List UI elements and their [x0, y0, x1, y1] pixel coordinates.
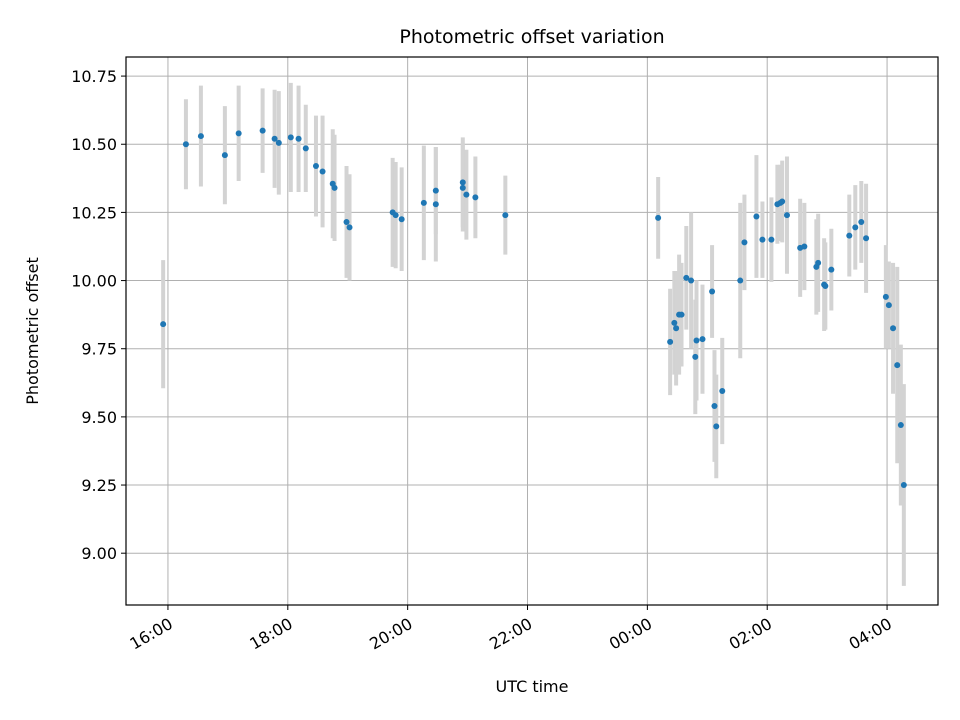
y-tick-label: 9.25	[81, 476, 117, 495]
data-point	[295, 135, 302, 142]
data-point	[472, 194, 479, 201]
data-point	[885, 302, 892, 309]
data-point	[753, 213, 760, 220]
data-point	[160, 321, 167, 328]
data-point	[688, 277, 695, 284]
data-point	[275, 139, 282, 146]
data-point	[459, 179, 466, 186]
plot-frame	[125, 56, 939, 606]
y-tick-label: 10.50	[71, 135, 117, 154]
data-point	[858, 218, 865, 225]
data-point	[719, 387, 726, 394]
data-point	[463, 191, 470, 198]
data-point	[235, 130, 242, 137]
y-axis-ticks: 9.00 9.25 9.50 9.75 10.00 10.25 10.50 10.75	[71, 67, 126, 563]
y-axis-label: Photometric offset	[23, 257, 42, 405]
data-point	[801, 243, 808, 250]
data-point	[768, 236, 775, 243]
data-point	[319, 168, 326, 175]
data-point	[271, 135, 278, 142]
data-point	[667, 338, 674, 345]
x-axis-label: UTC time	[496, 677, 569, 696]
data-point	[846, 232, 853, 239]
data-point	[182, 141, 189, 148]
data-point	[699, 336, 706, 343]
data-point	[741, 239, 748, 246]
data-point	[302, 145, 309, 152]
data-point	[894, 362, 901, 369]
data-point	[459, 184, 466, 191]
data-point	[882, 293, 889, 300]
y-tick-label: 9.50	[81, 408, 117, 427]
data-point	[890, 325, 897, 332]
data-point	[331, 184, 338, 191]
data-point	[711, 402, 718, 409]
data-point	[683, 274, 690, 281]
data-point	[828, 266, 835, 273]
data-point	[287, 134, 294, 141]
data-point	[709, 288, 716, 295]
data-point	[343, 218, 350, 225]
data-point	[815, 259, 822, 266]
data-point	[392, 212, 399, 219]
data-point	[822, 283, 829, 290]
data-point	[713, 423, 720, 430]
data-point	[692, 353, 699, 360]
data-point	[398, 216, 405, 223]
data-point	[502, 212, 509, 219]
data-point	[432, 201, 439, 208]
data-point	[671, 319, 678, 326]
y-tick-label: 9.75	[81, 340, 117, 359]
data-point	[420, 199, 427, 206]
chart-title: Photometric offset variation	[399, 26, 664, 48]
data-point	[432, 187, 439, 194]
data-point	[863, 235, 870, 242]
data-point	[779, 198, 786, 205]
y-tick-label: 10.25	[71, 203, 117, 222]
data-points	[160, 127, 907, 489]
data-point	[312, 163, 319, 170]
data-point	[673, 325, 680, 332]
data-point	[346, 224, 353, 231]
data-point	[759, 236, 766, 243]
data-point	[852, 224, 859, 231]
y-tick-label: 9.00	[81, 544, 117, 563]
data-point	[737, 277, 744, 284]
data-point	[221, 152, 228, 159]
data-point	[197, 133, 204, 140]
data-point	[897, 422, 904, 429]
data-point	[678, 311, 685, 318]
data-point	[783, 212, 790, 219]
y-tick-label: 10.00	[71, 272, 117, 291]
data-point	[259, 127, 266, 134]
y-tick-label: 10.75	[71, 67, 117, 86]
data-point	[655, 214, 662, 221]
data-point	[693, 337, 700, 344]
data-point	[900, 482, 907, 489]
